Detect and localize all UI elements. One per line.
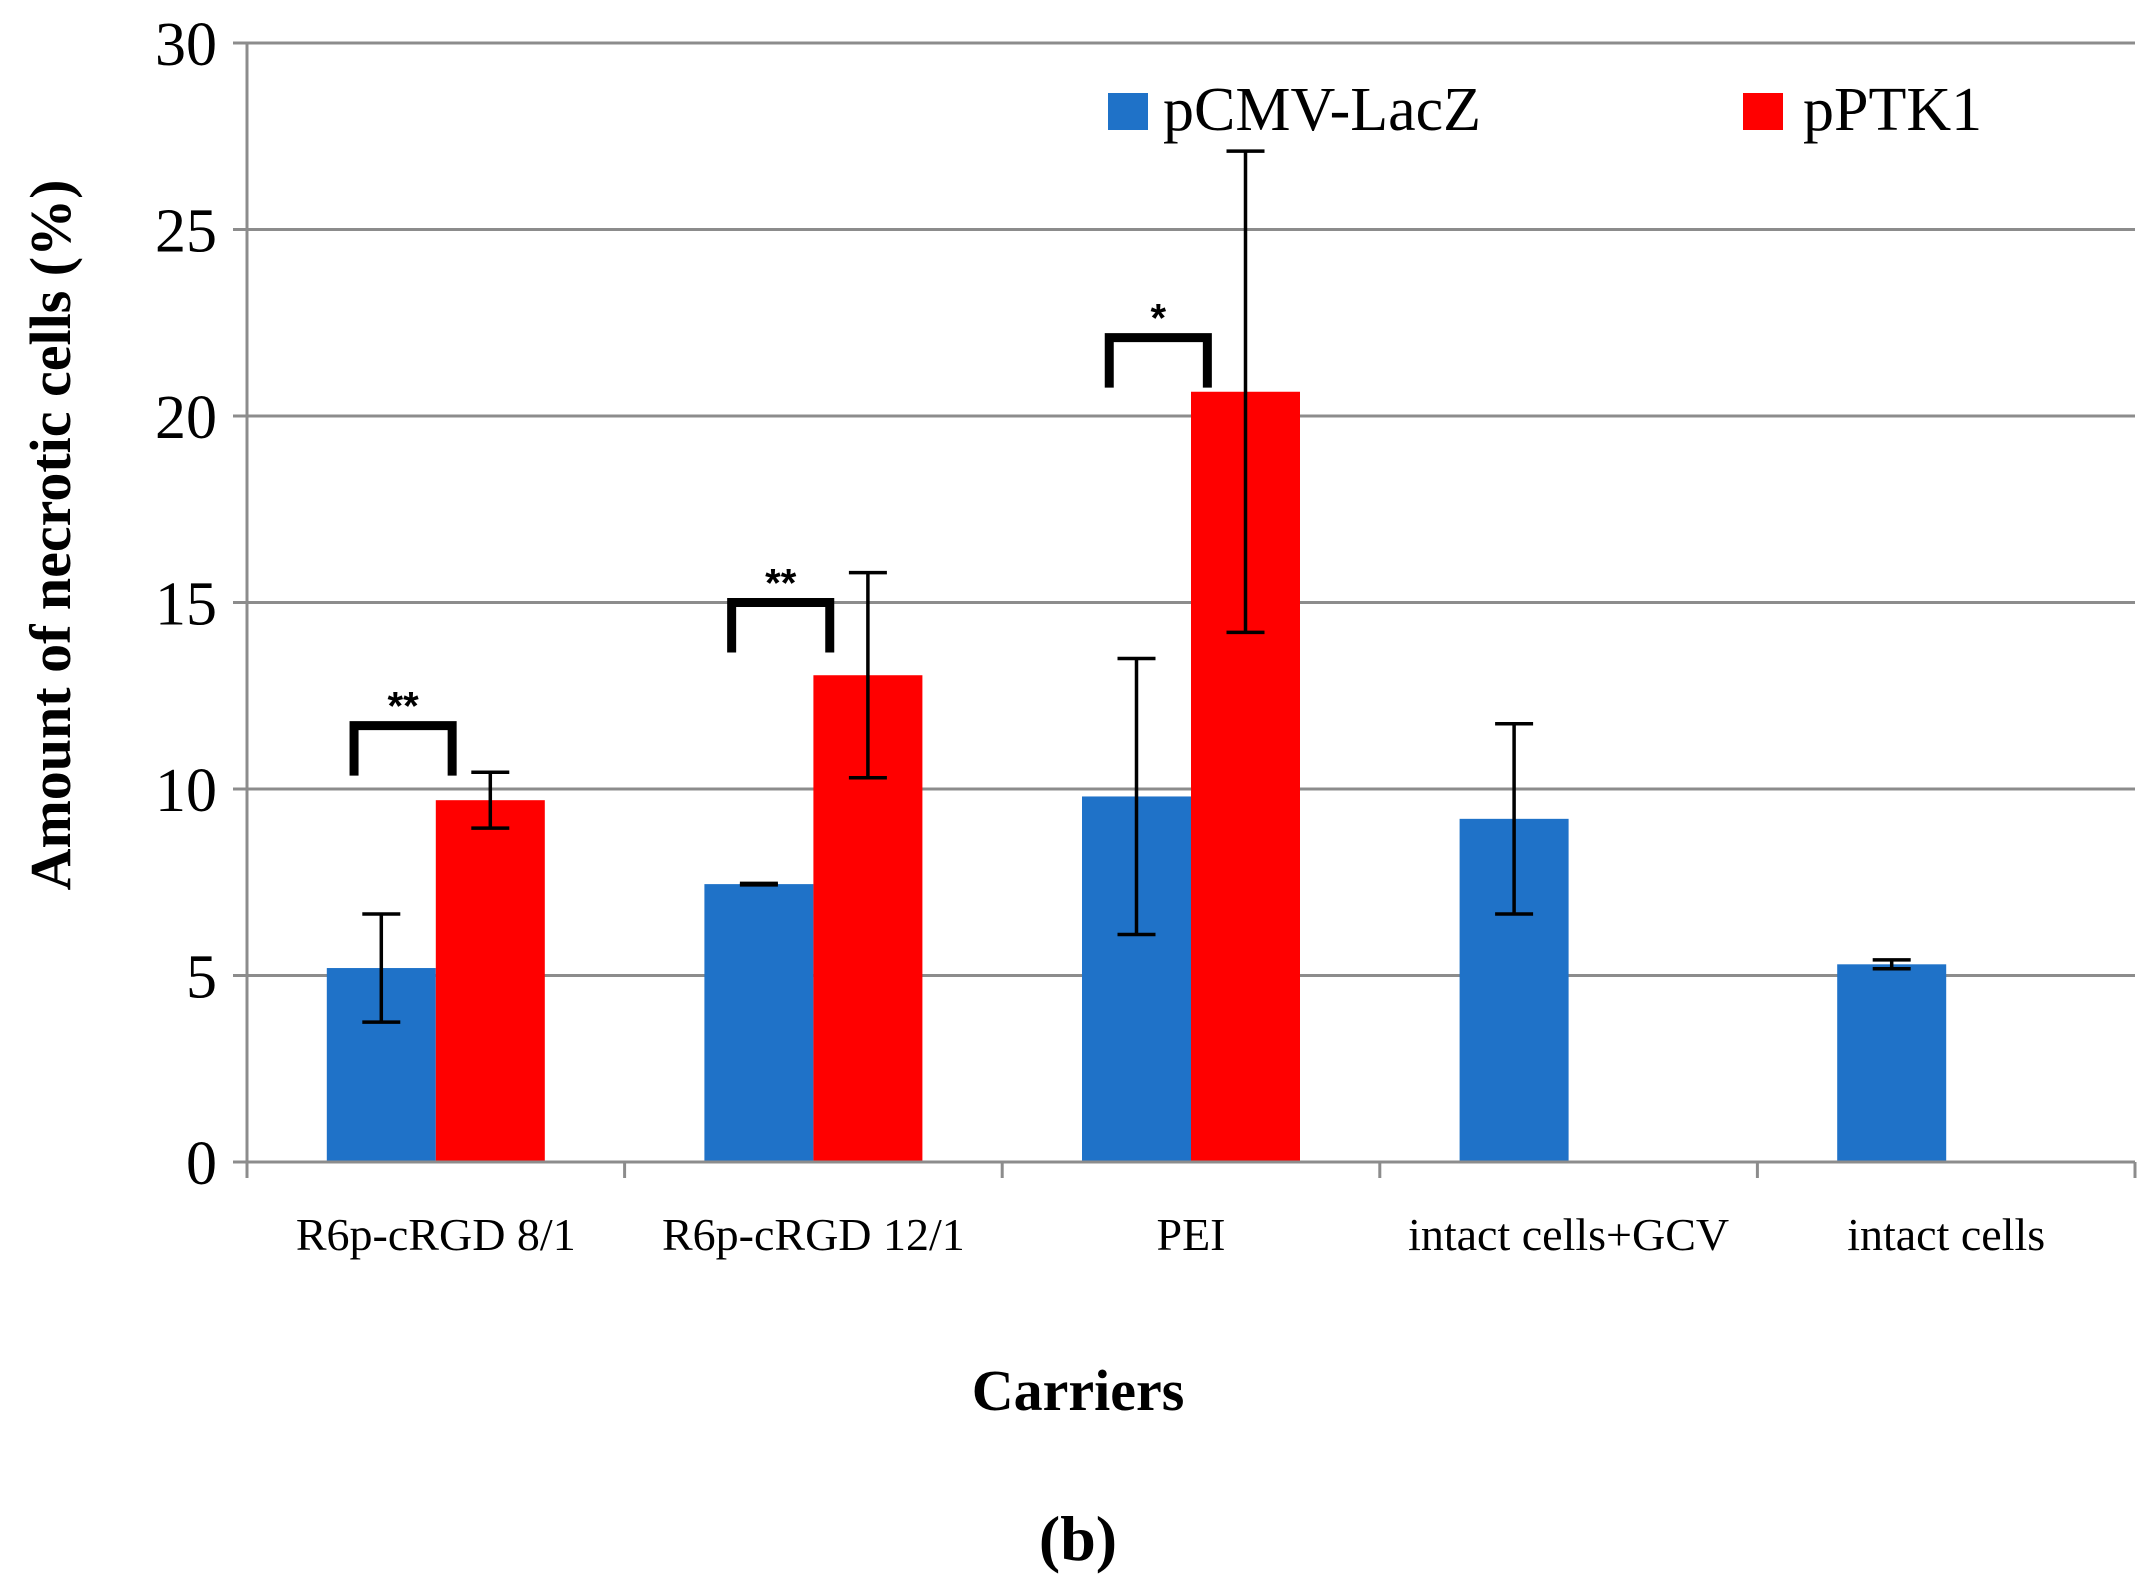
significance-bracket-1 xyxy=(727,598,835,653)
panel-label: (b) xyxy=(1039,1503,1117,1574)
x-category-label-3: intact cells+GCV xyxy=(1408,1209,1729,1260)
x-category-label-1: R6p-cRGD 12/1 xyxy=(662,1209,965,1260)
significance-bracket-0 xyxy=(349,721,457,776)
y-tick-label-25: 25 xyxy=(155,198,217,266)
x-axis-title: Carriers xyxy=(972,1358,1185,1423)
significance-label-0: ** xyxy=(388,685,420,729)
y-axis-title: Amount of necrotic cells (%) xyxy=(18,180,83,891)
legend-label-pcmv-lacz: pCMV-LacZ xyxy=(1163,76,1481,144)
legend: pCMV-LacZ pPTK1 xyxy=(1108,76,1982,144)
bars xyxy=(326,391,1947,1162)
y-tick-label-5: 5 xyxy=(186,944,217,1012)
y-tick-labels: 0 5 10 15 20 25 30 xyxy=(155,11,217,1198)
x-category-label-2: PEI xyxy=(1157,1209,1226,1260)
error-bars xyxy=(362,149,1911,1024)
legend-label-pptk1: pPTK1 xyxy=(1803,76,1982,144)
legend-swatch-pptk1 xyxy=(1743,93,1783,130)
y-tick-label-10: 10 xyxy=(155,757,217,825)
significance-label-2: * xyxy=(1151,297,1167,341)
x-category-label-4: intact cells xyxy=(1847,1209,2045,1260)
y-tick-label-20: 20 xyxy=(155,384,217,452)
bar-s0-c4 xyxy=(1837,964,1947,1162)
y-tick-label-30: 30 xyxy=(155,11,217,79)
legend-swatch-pcmv-lacz xyxy=(1108,93,1148,130)
significance-brackets: ***** xyxy=(349,297,1212,776)
y-tick-label-0: 0 xyxy=(186,1130,217,1198)
x-category-label-0: R6p-cRGD 8/1 xyxy=(296,1209,576,1260)
bar-s1-c0 xyxy=(435,800,545,1162)
significance-label-1: ** xyxy=(765,562,797,606)
bar-s0-c1 xyxy=(704,884,814,1162)
significance-bracket-2 xyxy=(1104,333,1212,388)
x-category-labels: R6p-cRGD 8/1 R6p-cRGD 12/1 PEI intact cells… xyxy=(296,1209,2045,1260)
y-tick-label-15: 15 xyxy=(155,571,217,639)
axes xyxy=(233,41,2137,1178)
